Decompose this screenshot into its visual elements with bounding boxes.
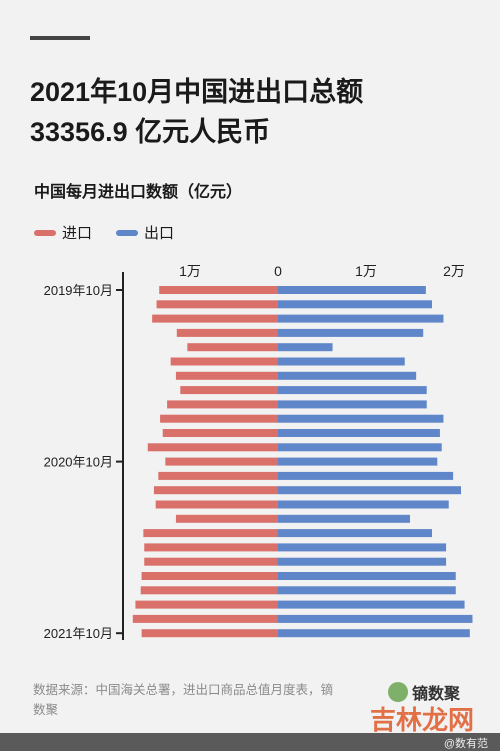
bar-export: [278, 414, 444, 423]
bar-import: [155, 500, 278, 509]
bar-import: [165, 457, 278, 466]
bar-import: [158, 471, 278, 480]
x-tick-label: 0: [274, 263, 282, 279]
bar-import: [152, 314, 278, 323]
footer-credit: @数有范: [443, 738, 488, 750]
bar-export: [278, 614, 473, 623]
bar-export: [278, 457, 438, 466]
bar-export: [278, 343, 333, 352]
chart-legend: 进口 出口: [34, 222, 198, 243]
x-tick-label: 1万: [355, 263, 377, 279]
x-tick-label: 2万: [443, 263, 465, 279]
bar-export: [278, 371, 417, 380]
bar-export: [278, 400, 427, 409]
bar-import: [162, 429, 278, 437]
legend-swatch-import: [34, 229, 56, 236]
brand-name: 镝数聚: [412, 686, 461, 703]
y-tick-label: 2021年10月: [44, 626, 113, 641]
bar-import: [144, 543, 278, 552]
brand-leaf-icon: [388, 682, 408, 702]
bar-export: [278, 429, 440, 437]
data-source-note: 数据来源：中国海关总署，进出口商品总值月度表，镝数聚: [33, 683, 334, 717]
bar-import: [132, 614, 278, 623]
bar-import: [147, 443, 278, 452]
bar-export: [278, 600, 465, 609]
bar-import: [176, 328, 278, 337]
y-tick-label: 2019年10月: [44, 283, 113, 298]
bar-export: [278, 486, 462, 495]
page-title: 2021年10月中国进出口总额 33356.9 亿元人民币: [30, 72, 363, 152]
bar-export: [278, 357, 405, 366]
brand-logo: 镝数聚: [388, 680, 460, 704]
bar-import: [159, 286, 278, 294]
title-line-2: 33356.9 亿元人民币: [30, 117, 271, 147]
bar-export: [278, 443, 442, 452]
chart-subtitle: 中国每月进出口数额（亿元）: [34, 184, 243, 201]
bar-export: [278, 500, 449, 509]
bar-import: [135, 600, 278, 609]
legend-swatch-export: [116, 229, 139, 236]
bar-export: [278, 529, 432, 538]
legend-item-import: 进口: [34, 222, 92, 243]
bar-export: [278, 557, 447, 566]
bar-import: [175, 371, 278, 380]
bar-import: [144, 557, 278, 566]
bar-export: [278, 629, 470, 638]
bar-export: [278, 328, 424, 337]
bar-import: [180, 386, 278, 395]
bar-export: [278, 514, 410, 523]
bar-import: [143, 529, 278, 538]
legend-item-export: 出口: [116, 222, 174, 243]
y-tick-label: 2020年10月: [44, 455, 113, 470]
legend-label-export: 出口: [144, 225, 175, 242]
x-tick-label: 1万: [179, 263, 201, 279]
bar-import: [141, 629, 278, 638]
bar-import: [156, 300, 278, 309]
bar-export: [278, 300, 432, 309]
bar-export: [278, 543, 447, 552]
bar-export: [278, 471, 454, 480]
footer-bar: [0, 733, 500, 751]
bar-import: [167, 400, 278, 409]
legend-label-import: 进口: [62, 225, 93, 242]
bar-import: [175, 514, 278, 523]
title-line-1: 2021年10月中国进出口总额: [30, 77, 364, 107]
bar-export: [278, 386, 427, 395]
bar-import: [187, 343, 278, 352]
bar-export: [278, 586, 456, 595]
bar-export: [278, 572, 456, 580]
bar-export: [278, 286, 426, 294]
bar-import: [153, 486, 278, 495]
bar-import: [170, 357, 278, 366]
bar-import: [141, 572, 278, 580]
bar-import: [140, 586, 278, 595]
site-watermark: 吉林龙网: [370, 705, 475, 735]
bar-export: [278, 314, 444, 323]
title-accent-bar: [30, 36, 90, 40]
bar-import: [160, 414, 278, 423]
